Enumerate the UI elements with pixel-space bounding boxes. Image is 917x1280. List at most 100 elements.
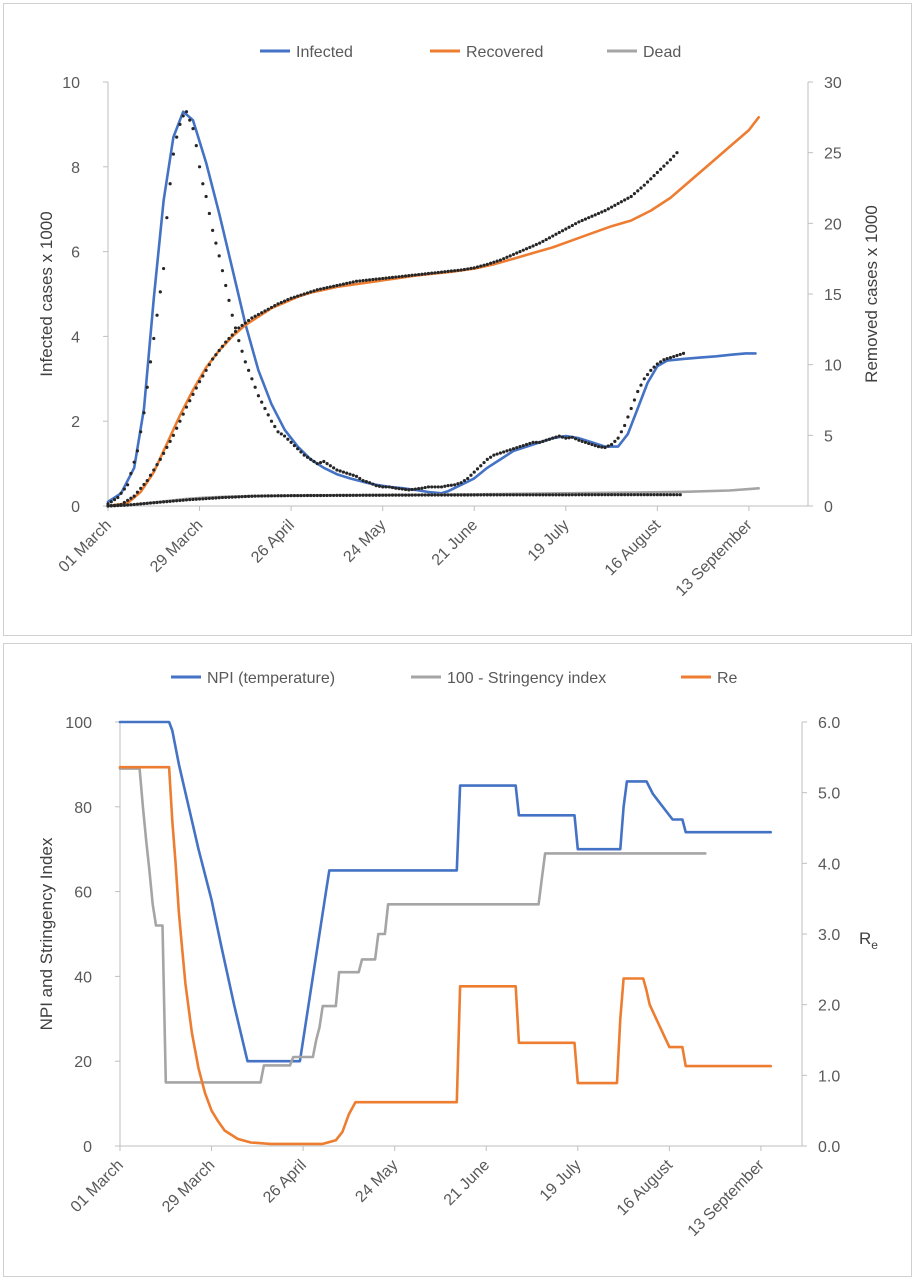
observed-point (645, 493, 650, 497)
observed-point (325, 286, 329, 290)
observed-point (135, 490, 140, 494)
observed-point (322, 493, 326, 498)
observed-point (531, 440, 535, 444)
observed-point (188, 399, 192, 403)
right-axis-title-subscript: e (871, 938, 878, 952)
observed-point (426, 271, 431, 276)
observed-point (318, 493, 323, 498)
right-tick-label: 0 (824, 499, 833, 516)
observed-point (276, 302, 280, 306)
observed-point (446, 493, 450, 497)
x-tick-label: 26 April (248, 517, 298, 567)
observed-point (289, 440, 293, 444)
observed-point (194, 386, 198, 390)
observed-point (508, 448, 512, 452)
observed-point (361, 493, 365, 497)
observed-point (161, 451, 166, 455)
x-tick-label: 01 March (56, 517, 115, 576)
observed-point (492, 453, 496, 457)
legend-label-recovered: Recovered (466, 44, 543, 61)
observed-point (289, 296, 293, 300)
observed-point (381, 493, 385, 497)
observed-point (570, 223, 574, 228)
observed-point (642, 183, 646, 187)
observed-point (299, 293, 303, 297)
observed-point (528, 441, 532, 446)
observed-point (227, 298, 231, 302)
observed-point (286, 298, 290, 302)
observed-point (387, 493, 391, 497)
legend-label-100-stringency-index: 100 - Stringency index (447, 670, 606, 687)
observed-point (518, 250, 522, 254)
observed-point (175, 426, 179, 430)
observed-point (390, 493, 395, 497)
observed-point (266, 494, 270, 498)
observed-point (106, 504, 110, 508)
observed-point (305, 455, 310, 459)
observed-point (560, 229, 565, 233)
observed-point (636, 493, 640, 497)
observed-point (600, 493, 604, 497)
observed-point (675, 151, 679, 155)
observed-point (296, 447, 300, 451)
observed-point (132, 460, 136, 464)
observed-point (436, 485, 440, 489)
x-tick-label: 19 July (525, 517, 573, 565)
observed-point (668, 493, 673, 497)
observed-point (158, 500, 162, 504)
observed-point (400, 493, 404, 497)
observed-point (368, 278, 372, 282)
observed-point (613, 439, 617, 443)
observed-point (472, 266, 476, 270)
observed-point (325, 493, 329, 498)
observed-point (315, 462, 319, 466)
observed-point (554, 435, 558, 439)
observed-point (629, 493, 633, 497)
observed-point (335, 493, 339, 497)
observed-point (361, 478, 365, 483)
npi-stringency-chart: 0 20 40 60 80 100 0.0 1.0 2.0 3.0 4.0 5.0 6.0 01 Marc… (37, 670, 878, 1240)
observed-point (269, 305, 274, 310)
observed-point (482, 460, 486, 465)
observed-point (384, 493, 388, 497)
observed-point (502, 493, 506, 497)
observed-point (632, 192, 637, 196)
observed-point (178, 419, 182, 423)
observed-point (495, 259, 499, 263)
observed-point (475, 493, 480, 497)
observed-point (652, 365, 656, 369)
observed-point (361, 278, 365, 283)
x-tick-label: 26 April (260, 1157, 310, 1207)
observed-point (587, 441, 591, 446)
observed-point (462, 493, 467, 497)
observed-point (161, 266, 166, 271)
observed-point (253, 494, 257, 498)
observed-point (220, 495, 225, 500)
observed-point (574, 493, 578, 497)
observed-point (279, 300, 283, 305)
observed-point (433, 485, 437, 489)
observed-point (341, 282, 346, 286)
observed-point (417, 487, 421, 491)
observed-point (485, 493, 489, 497)
observed-point (636, 189, 640, 193)
right-tick-label: 15 (824, 287, 842, 304)
observed-point (332, 284, 336, 288)
observed-point (197, 165, 202, 169)
observed-point (606, 207, 610, 211)
observed-point (547, 493, 552, 497)
observed-point (521, 248, 525, 252)
observed-point (593, 443, 597, 448)
observed-point (282, 299, 287, 303)
observed-point (109, 504, 113, 508)
observed-point (466, 493, 470, 497)
observed-point (358, 279, 362, 283)
observed-point (129, 503, 133, 507)
observed-point (482, 263, 486, 267)
x-tick-label: 21 June (441, 1157, 493, 1209)
observed-point (511, 447, 516, 451)
observed-point (139, 430, 143, 434)
observed-point (492, 493, 496, 497)
observed-point (371, 493, 375, 497)
observed-point (472, 493, 476, 497)
